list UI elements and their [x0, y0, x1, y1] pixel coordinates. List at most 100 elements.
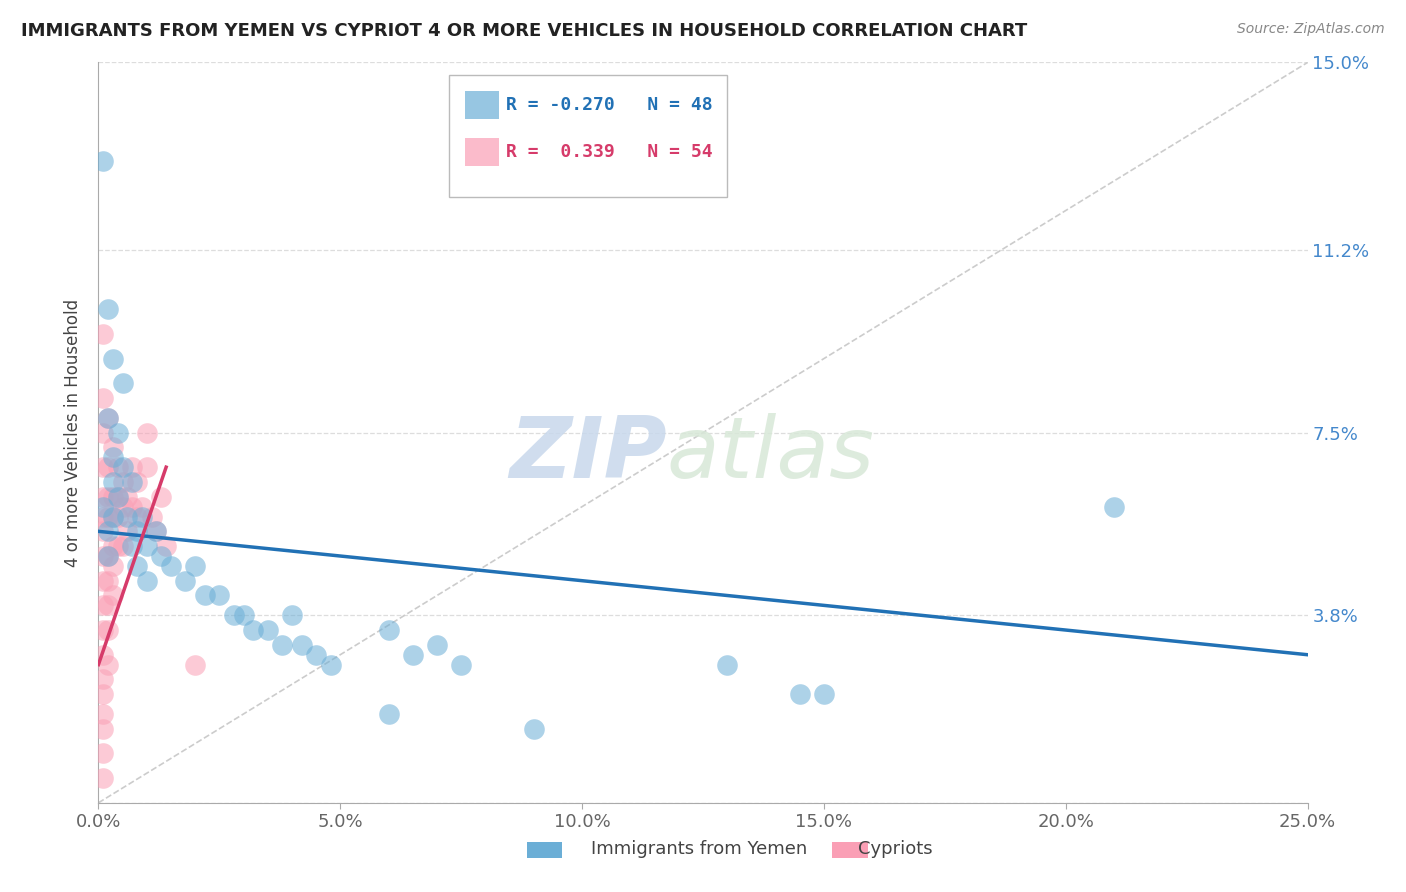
Point	[377, 623, 399, 637]
Point	[184, 657, 207, 672]
Point	[150, 490, 173, 504]
Text: Source: ZipAtlas.com: Source: ZipAtlas.com	[1237, 22, 1385, 37]
Point	[97, 410, 120, 425]
Point	[97, 599, 120, 613]
Point	[97, 549, 120, 563]
Point	[111, 460, 134, 475]
Point	[101, 589, 124, 603]
Text: ZIP: ZIP	[509, 413, 666, 496]
FancyBboxPatch shape	[449, 75, 727, 197]
Point	[101, 450, 124, 465]
Point	[91, 771, 114, 785]
Point	[107, 490, 129, 504]
Point	[91, 509, 114, 524]
Point	[789, 687, 811, 701]
Point	[402, 648, 425, 662]
Point	[91, 648, 114, 662]
Point	[111, 475, 134, 489]
Point	[97, 410, 120, 425]
Point	[271, 638, 294, 652]
Point	[184, 558, 207, 573]
Text: IMMIGRANTS FROM YEMEN VS CYPRIOT 4 OR MORE VEHICLES IN HOUSEHOLD CORRELATION CHA: IMMIGRANTS FROM YEMEN VS CYPRIOT 4 OR MO…	[21, 22, 1028, 40]
Text: R = -0.270   N = 48: R = -0.270 N = 48	[506, 96, 713, 114]
Point	[91, 747, 114, 761]
Point	[377, 706, 399, 721]
Point	[91, 722, 114, 736]
Point	[97, 657, 120, 672]
Point	[111, 500, 134, 514]
Point	[426, 638, 449, 652]
Point	[135, 539, 157, 553]
Point	[91, 524, 114, 539]
Point	[305, 648, 328, 662]
Point	[91, 391, 114, 405]
Point	[101, 475, 124, 489]
Point	[91, 673, 114, 687]
Point	[91, 500, 114, 514]
Point	[97, 490, 120, 504]
Point	[121, 539, 143, 553]
Point	[97, 509, 120, 524]
Point	[290, 638, 312, 652]
Point	[101, 539, 124, 553]
Y-axis label: 4 or more Vehicles in Household: 4 or more Vehicles in Household	[65, 299, 83, 566]
Text: Immigrants from Yemen: Immigrants from Yemen	[591, 840, 807, 858]
Point	[107, 509, 129, 524]
Point	[160, 558, 183, 573]
Point	[127, 475, 149, 489]
Point	[135, 425, 157, 440]
Point	[111, 539, 134, 553]
Point	[281, 608, 304, 623]
Point	[107, 490, 129, 504]
Point	[101, 490, 124, 504]
Point	[101, 441, 124, 455]
Bar	[465, 138, 499, 166]
Text: R =  0.339   N = 54: R = 0.339 N = 54	[506, 143, 713, 161]
Point	[91, 425, 114, 440]
Point	[256, 623, 278, 637]
Point	[101, 558, 124, 573]
Point	[450, 657, 472, 672]
Text: atlas: atlas	[666, 413, 875, 496]
Point	[111, 376, 134, 391]
Point	[97, 302, 120, 317]
Point	[242, 623, 264, 637]
Point	[91, 490, 114, 504]
Point	[91, 549, 114, 563]
Point	[121, 475, 143, 489]
Text: Cypriots: Cypriots	[858, 840, 932, 858]
Point	[91, 574, 114, 588]
Point	[91, 623, 114, 637]
Point	[107, 460, 129, 475]
Point	[91, 706, 114, 721]
Point	[117, 524, 139, 539]
Point	[121, 460, 143, 475]
Point	[194, 589, 217, 603]
Point	[135, 574, 157, 588]
Point	[101, 351, 124, 366]
Point	[101, 509, 124, 524]
Point	[127, 558, 149, 573]
Point	[222, 608, 245, 623]
Point	[97, 524, 120, 539]
Point	[145, 524, 167, 539]
Point	[91, 460, 114, 475]
Point	[1102, 500, 1125, 514]
Point	[91, 326, 114, 341]
Point	[107, 425, 129, 440]
Point	[150, 549, 173, 563]
Point	[91, 599, 114, 613]
Point	[141, 509, 163, 524]
Point	[145, 524, 167, 539]
Point	[97, 623, 120, 637]
Point	[91, 687, 114, 701]
Point	[174, 574, 197, 588]
Point	[155, 539, 177, 553]
Point	[131, 500, 153, 514]
Point	[91, 154, 114, 169]
Bar	[465, 91, 499, 120]
Point	[117, 509, 139, 524]
Point	[232, 608, 254, 623]
Point	[208, 589, 231, 603]
Point	[101, 509, 124, 524]
